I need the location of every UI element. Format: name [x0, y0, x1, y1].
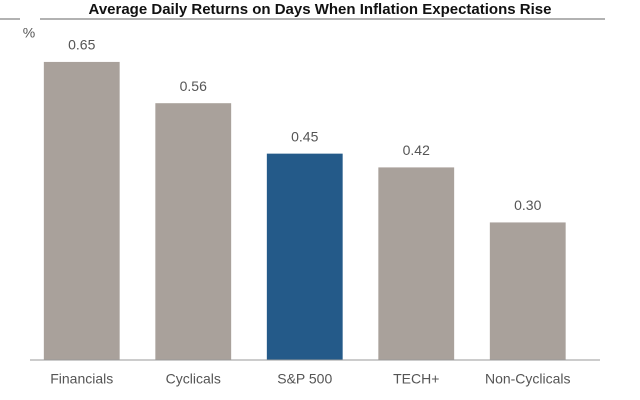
value-label: 0.42 [403, 142, 430, 158]
y-axis-label: % [23, 25, 35, 41]
bar [43, 61, 120, 361]
bar [155, 103, 232, 360]
x-tick-label: Financials [50, 371, 113, 387]
chart-title: Average Daily Returns on Days When Infla… [89, 1, 552, 18]
x-tick-label: S&P 500 [277, 371, 332, 387]
value-label: 0.65 [68, 37, 95, 53]
bar [489, 222, 566, 360]
value-label: 0.56 [180, 78, 207, 94]
x-tick-label: Non-Cyclicals [485, 371, 571, 387]
value-label: 0.30 [514, 197, 541, 213]
bar [266, 153, 343, 360]
value-label: 0.45 [291, 128, 318, 144]
x-tick-label: Cyclicals [166, 371, 221, 387]
x-tick-label: TECH+ [393, 371, 439, 387]
bar [378, 167, 455, 360]
